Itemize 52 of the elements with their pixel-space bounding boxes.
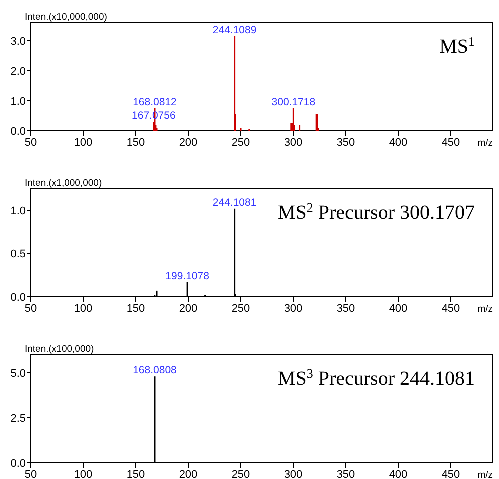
y-axis-title: Inten.(x10,000,000) (25, 12, 108, 23)
annotation: 168.0812 (133, 96, 178, 108)
x-tick-label: 200 (179, 137, 198, 149)
x-tick-label: 50 (24, 303, 38, 315)
x-tick-label: 200 (179, 469, 198, 479)
y-tick-label: 0.0 (10, 292, 26, 304)
x-tick-label: 300 (284, 137, 303, 149)
x-tick-label: 150 (126, 137, 146, 149)
annotation: 300.1718 (272, 96, 316, 108)
x-axis-title: m/z (478, 138, 494, 149)
y-tick-label: 1.0 (10, 96, 26, 108)
y-tick-label: 2.0 (10, 66, 26, 78)
x-axis-title: m/z (478, 470, 494, 479)
x-tick-label: 250 (232, 469, 250, 479)
x-axis-title: m/z (478, 304, 494, 315)
x-tick-label: 450 (442, 137, 460, 149)
x-tick-label: 350 (336, 469, 356, 479)
y-tick-label: 0.0 (10, 458, 26, 470)
x-tick-label: 400 (389, 137, 408, 149)
x-tick-label: 450 (442, 469, 460, 479)
x-tick-label: 400 (389, 469, 408, 479)
x-tick-label: 50 (24, 137, 38, 149)
annotation: MS$^{3}$ Precursor 244.1081 (278, 366, 475, 390)
y-tick-label: 2.5 (10, 412, 26, 425)
x-tick-label: 200 (179, 303, 198, 315)
x-tick-label: 100 (74, 137, 93, 149)
annotation: MS$^{2}$ Precursor 300.1707 (278, 200, 475, 224)
y-tick-label: 5.0 (10, 368, 26, 380)
x-tick-label: 450 (442, 303, 460, 315)
x-tick-label: 250 (232, 303, 250, 315)
x-tick-label: 150 (126, 469, 146, 479)
x-tick-label: 100 (74, 469, 93, 479)
x-tick-label: 350 (336, 303, 356, 315)
x-tick-label: 150 (126, 303, 146, 315)
annotation: 168.0808 (133, 364, 178, 377)
x-tick-label: 300 (284, 303, 303, 315)
x-tick-label: 300 (284, 469, 303, 479)
x-tick-label: 50 (24, 469, 38, 479)
annotation: 199.1078 (166, 270, 210, 282)
y-axis-title: Inten.(x100,000) (25, 344, 94, 355)
x-tick-label: 250 (232, 137, 250, 149)
x-tick-label: 350 (336, 137, 356, 149)
annotation: MS$^{1}$ (440, 34, 475, 58)
y-tick-label: 1.0 (10, 205, 26, 218)
annotation: 244.1089 (212, 24, 257, 36)
y-axis-title: Inten.(x1,000,000) (25, 178, 102, 189)
y-tick-label: 0.0 (10, 126, 26, 138)
x-tick-label: 400 (389, 303, 408, 315)
y-tick-label: 0.5 (10, 248, 26, 261)
annotation: 244.1081 (212, 196, 257, 209)
x-tick-label: 100 (74, 303, 93, 315)
y-tick-label: 3.0 (10, 36, 26, 48)
